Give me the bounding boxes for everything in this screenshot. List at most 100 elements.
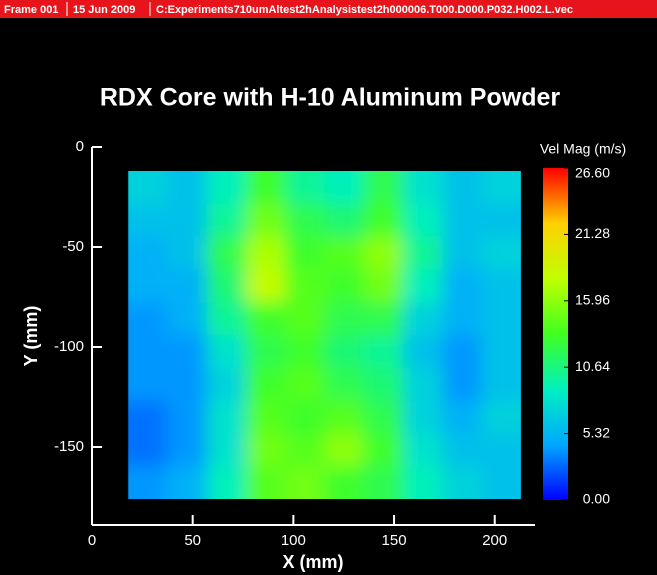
x-tick-label: 150 <box>382 532 407 549</box>
field-cell <box>108 368 168 401</box>
field-cell <box>403 433 443 466</box>
field-cell <box>246 466 286 519</box>
field-cell <box>325 433 365 466</box>
field-cell <box>364 204 404 237</box>
field-cell <box>207 335 247 368</box>
field-cell <box>246 302 286 335</box>
field-cell <box>364 335 404 368</box>
field-cell <box>403 269 443 302</box>
field-cell <box>442 368 482 401</box>
field-cell <box>403 335 443 368</box>
field-cell <box>325 269 365 302</box>
field-cell <box>246 335 286 368</box>
field-cell <box>108 151 168 204</box>
field-cell <box>364 466 404 519</box>
field-cell <box>442 466 482 519</box>
field-cell <box>442 269 482 302</box>
field-cell <box>364 368 404 401</box>
field-cell <box>285 204 325 237</box>
header-text: C:Experiments710umAltest2hAnalysistest2h… <box>156 4 573 16</box>
field-cell <box>285 466 325 519</box>
field-cell <box>246 204 286 237</box>
field-cell <box>364 433 404 466</box>
colorbar <box>543 168 568 500</box>
field-cell <box>442 335 482 368</box>
field-cell <box>442 401 482 434</box>
y-tick-label: 0 <box>76 138 84 155</box>
field-cell <box>482 269 542 302</box>
field-cell <box>403 237 443 270</box>
field-cell <box>108 204 168 237</box>
field-cell <box>403 368 443 401</box>
colorbar-tick-label: 10.64 <box>575 358 610 374</box>
y-tick-label: -50 <box>62 238 84 255</box>
field-cell <box>285 335 325 368</box>
field-cell <box>482 302 542 335</box>
field-cell <box>246 433 286 466</box>
field-cell <box>482 204 542 237</box>
field-cell <box>325 237 365 270</box>
field-cell <box>325 466 365 519</box>
field-cell <box>168 151 208 204</box>
chart: Frame 001 15 Jun 2009 C:Experiments710um… <box>0 0 657 575</box>
field-cell <box>168 204 208 237</box>
field-cell <box>403 151 443 204</box>
field-cell <box>108 466 168 519</box>
field-cell <box>285 237 325 270</box>
field-cell <box>403 466 443 519</box>
colorbar-label: Vel Mag (m/s) <box>540 141 626 157</box>
field-cell <box>207 433 247 466</box>
field-cell <box>285 401 325 434</box>
x-tick-label: 50 <box>184 532 201 549</box>
colorbar-tick-label: 21.28 <box>575 225 610 241</box>
field-cell <box>246 368 286 401</box>
field-cell <box>325 368 365 401</box>
field-cell <box>482 151 542 204</box>
field-cell <box>207 368 247 401</box>
field-cell <box>325 335 365 368</box>
field-cell <box>482 368 542 401</box>
field-cell <box>442 433 482 466</box>
header-text: Frame 001 <box>4 4 58 16</box>
field-cell <box>168 335 208 368</box>
field-cell <box>108 269 168 302</box>
field-cell <box>285 368 325 401</box>
x-tick-label: 100 <box>281 532 306 549</box>
field-cell <box>207 151 247 204</box>
field-cell <box>442 302 482 335</box>
field-cell <box>482 401 542 434</box>
field-cell <box>246 151 286 204</box>
field-cell <box>108 433 168 466</box>
field-cell <box>285 433 325 466</box>
field-cell <box>168 269 208 302</box>
field-cell <box>364 302 404 335</box>
field-cell <box>246 237 286 270</box>
field-cell <box>246 269 286 302</box>
x-tick-label: 200 <box>482 532 507 549</box>
field-cell <box>168 368 208 401</box>
field-cell <box>108 335 168 368</box>
header-text: 15 Jun 2009 <box>73 4 135 16</box>
field-cell <box>442 237 482 270</box>
field-cell <box>364 269 404 302</box>
field <box>108 151 541 520</box>
field-cell <box>246 401 286 434</box>
field-cell <box>285 151 325 204</box>
field-cell <box>482 466 542 519</box>
y-tick-label: -150 <box>54 438 84 455</box>
field-cell <box>364 151 404 204</box>
field-cell <box>325 204 365 237</box>
x-tick-label: 0 <box>88 532 96 549</box>
field-cell <box>285 269 325 302</box>
x-axis-label: X (mm) <box>282 552 343 572</box>
field-cells <box>108 151 541 520</box>
field-cell <box>168 466 208 519</box>
colorbar-tick-label: 0.00 <box>583 491 610 507</box>
field-cell <box>207 302 247 335</box>
field-cell <box>403 204 443 237</box>
field-cell <box>325 302 365 335</box>
field-cell <box>285 302 325 335</box>
field-cell <box>325 151 365 204</box>
field-cell <box>168 401 208 434</box>
chart-title: RDX Core with H-10 Aluminum Powder <box>100 84 561 112</box>
